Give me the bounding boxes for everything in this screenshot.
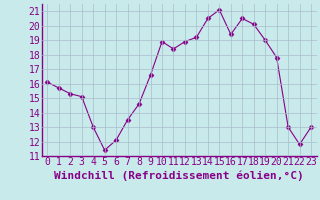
X-axis label: Windchill (Refroidissement éolien,°C): Windchill (Refroidissement éolien,°C) — [54, 170, 304, 181]
